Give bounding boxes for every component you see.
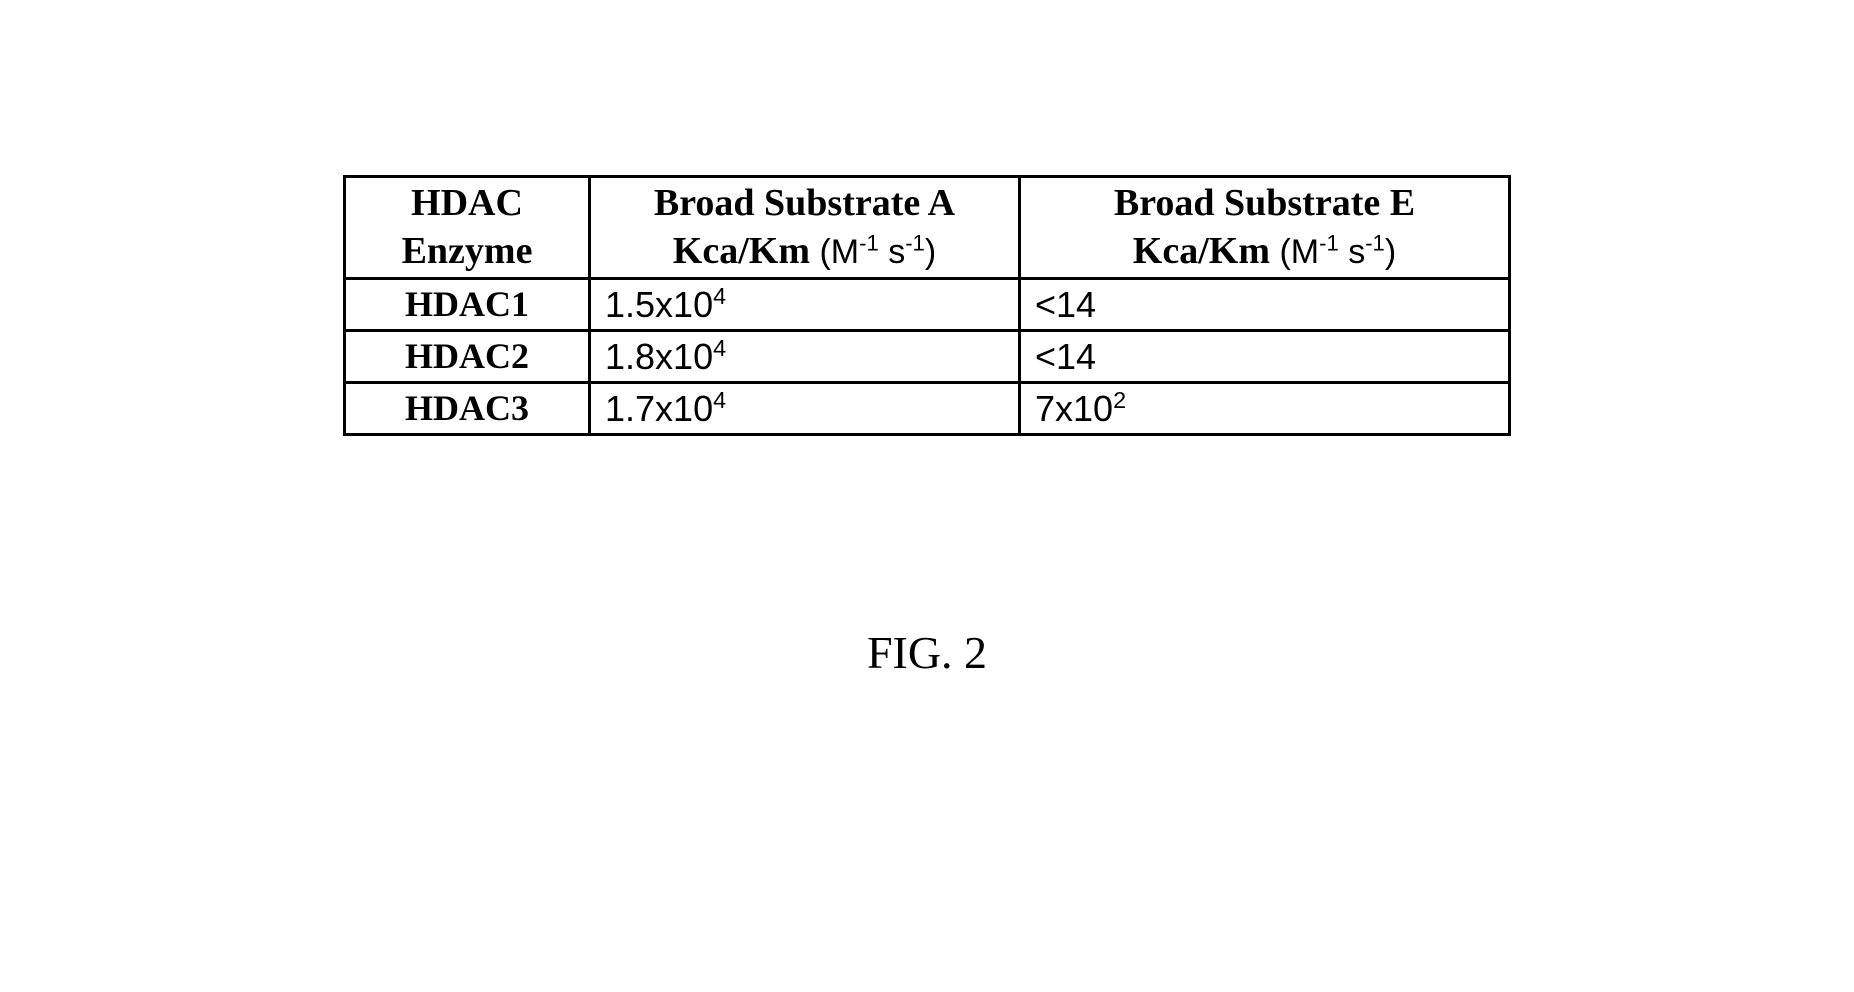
value-exponent: 4 [713,387,726,413]
header-text: Broad Substrate A [654,182,955,224]
substrate-a-cell: 1.7x104 [590,383,1020,435]
enzyme-cell: HDAC3 [345,383,590,435]
table-row: HDAC2 1.8x104 <14 [345,331,1510,383]
units-part: (M [810,233,859,271]
header-text: Enzyme [402,230,533,272]
units-superscript: -1 [859,230,879,255]
units-part: s [879,233,905,271]
units-part: s [1339,233,1365,271]
header-text: Kca/Km [673,230,810,272]
units-part: ) [1385,233,1396,271]
value-base: 1.5x10 [605,284,713,325]
units-part: ) [925,233,936,271]
table-row: HDAC3 1.7x104 7x102 [345,383,1510,435]
value-base: <14 [1035,284,1096,325]
header-text: Broad Substrate E [1114,182,1415,224]
substrate-e-cell: 7x102 [1020,383,1510,435]
units-part: (M [1270,233,1319,271]
header-units: (M-1 s-1) [1270,233,1396,271]
table-row: HDAC1 1.5x104 <14 [345,279,1510,331]
value-exponent: 2 [1113,387,1126,413]
table-header-row: HDAC Enzyme Broad Substrate A Kca/Km (M-… [345,177,1510,279]
col-header-enzyme: HDAC Enzyme [345,177,590,279]
value-base: 7x10 [1035,388,1113,429]
header-units: (M-1 s-1) [810,233,936,271]
substrate-a-cell: 1.5x104 [590,279,1020,331]
substrate-e-cell: <14 [1020,279,1510,331]
enzyme-cell: HDAC1 [345,279,590,331]
header-text: Kca/Km [1133,230,1270,272]
substrate-a-cell: 1.8x104 [590,331,1020,383]
units-superscript: -1 [1319,230,1339,255]
enzyme-cell: HDAC2 [345,331,590,383]
header-text: HDAC [411,182,523,224]
units-superscript: -1 [1365,230,1385,255]
kinetics-table: HDAC Enzyme Broad Substrate A Kca/Km (M-… [343,175,1511,436]
value-base: <14 [1035,336,1096,377]
substrate-e-cell: <14 [1020,331,1510,383]
value-base: 1.7x10 [605,388,713,429]
figure-caption: FIG. 2 [867,626,987,679]
value-exponent: 4 [713,283,726,309]
units-superscript: -1 [905,230,925,255]
col-header-substrate-e: Broad Substrate E Kca/Km (M-1 s-1) [1020,177,1510,279]
col-header-substrate-a: Broad Substrate A Kca/Km (M-1 s-1) [590,177,1020,279]
value-base: 1.8x10 [605,336,713,377]
value-exponent: 4 [713,335,726,361]
